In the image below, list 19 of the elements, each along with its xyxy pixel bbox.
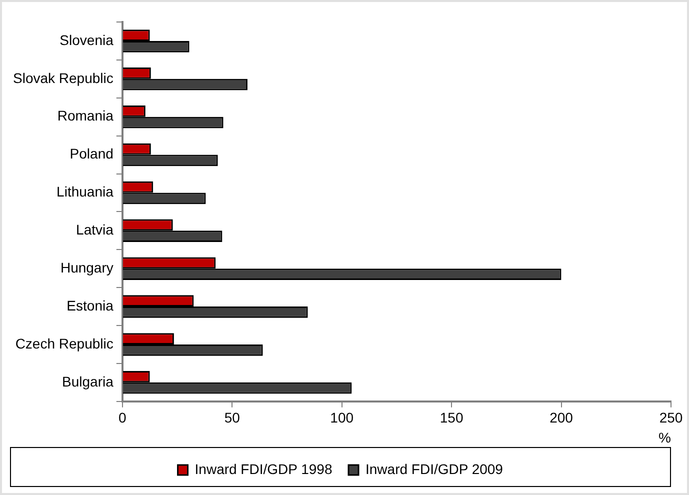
x-axis-title: % [658, 429, 671, 446]
y-tick-label: Slovak Republic [12, 70, 114, 86]
legend-label: Inward FDI/GDP 2009 [366, 460, 504, 477]
x-tick-label: 0 [118, 410, 126, 426]
y-tick-label: Hungary [60, 259, 114, 276]
y-tick-label: Czech Republic [15, 335, 114, 352]
legend-label: Inward FDI/GDP 1998 [194, 460, 332, 477]
y-tick-label: Slovenia [60, 32, 114, 48]
x-tick-label: 200 [550, 410, 574, 426]
y-tick-label: Lithuania [56, 184, 114, 200]
y-tick-label: Latvia [76, 222, 114, 238]
x-tick-label: 100 [330, 410, 354, 426]
x-tick-label: 50 [224, 410, 240, 426]
y-tick-label: Poland [70, 146, 114, 162]
y-tick-label: Estonia [66, 297, 114, 314]
x-tick-label: 250 [659, 410, 683, 426]
y-tick-label: Bulgaria [62, 373, 114, 390]
x-tick-label: 150 [440, 410, 464, 426]
y-tick-label: Romania [57, 108, 114, 124]
